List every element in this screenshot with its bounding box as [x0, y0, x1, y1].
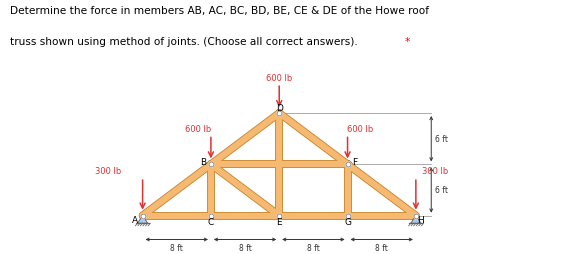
- Text: F: F: [352, 158, 357, 167]
- Text: 600 lb: 600 lb: [347, 124, 374, 133]
- Text: D: D: [276, 103, 283, 112]
- Text: A: A: [132, 215, 138, 225]
- Text: 8 ft: 8 ft: [239, 243, 252, 252]
- Text: E: E: [277, 217, 282, 226]
- Text: 6 ft: 6 ft: [435, 135, 448, 144]
- Text: Determine the force in members AB, AC, BC, BD, BE, CE & DE of the Howe roof: Determine the force in members AB, AC, B…: [10, 6, 429, 16]
- Polygon shape: [137, 216, 148, 223]
- Text: *: *: [404, 37, 409, 47]
- Text: C: C: [208, 217, 214, 226]
- Text: H: H: [418, 215, 424, 225]
- Text: G: G: [344, 217, 351, 226]
- Text: 300 lb: 300 lb: [95, 167, 121, 176]
- Text: 8 ft: 8 ft: [170, 243, 183, 252]
- Text: 8 ft: 8 ft: [375, 243, 388, 252]
- Text: 300 lb: 300 lb: [421, 167, 448, 176]
- Text: 600 lb: 600 lb: [185, 124, 211, 133]
- Text: truss shown using method of joints. (Choose all correct answers).: truss shown using method of joints. (Cho…: [10, 37, 361, 47]
- Polygon shape: [411, 216, 421, 223]
- Text: 600 lb: 600 lb: [266, 73, 293, 82]
- Text: 6 ft: 6 ft: [435, 186, 448, 195]
- Text: 8 ft: 8 ft: [307, 243, 320, 252]
- Text: B: B: [200, 158, 206, 167]
